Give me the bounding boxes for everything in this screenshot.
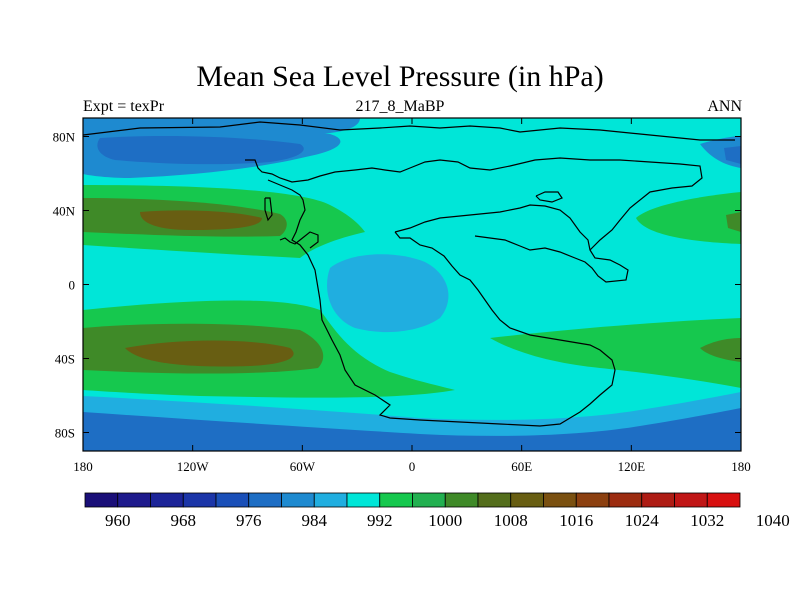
x-tick-label: 120E [618, 459, 646, 474]
continent-outlines [83, 121, 735, 427]
colorbar-swatch [543, 492, 577, 508]
y-tick-label: 40S [55, 352, 75, 367]
colorbar-swatch [608, 492, 643, 508]
x-tick-label: 180 [73, 459, 93, 474]
colorbar-swatch [444, 492, 479, 508]
colorbar-swatch [313, 492, 348, 508]
colorbar-swatch [84, 492, 119, 508]
field-east-north-high [636, 192, 741, 244]
x-tick-label: 180 [731, 459, 751, 474]
colorbar-label: 992 [367, 511, 393, 530]
colorbar-swatch [641, 492, 675, 508]
field-east-south-core [700, 338, 741, 362]
colorbar-swatch [674, 492, 708, 508]
field-arctic-deep-low [97, 136, 304, 165]
coastline-pangaea-west [83, 121, 735, 141]
coastline-pangaea-interior [394, 204, 629, 283]
coastline-west-margin [264, 197, 273, 222]
x-tick-label: 60E [511, 459, 532, 474]
colorbar-label: 976 [236, 511, 262, 530]
field-central-low [327, 254, 449, 333]
colorbar-label: 984 [302, 511, 328, 530]
coastline-east-peninsula [535, 191, 563, 203]
right-subtitle: ANN [707, 98, 742, 115]
colorbar-label: 960 [105, 511, 131, 530]
colorbar-label: 1000 [428, 511, 462, 530]
colorbar-swatch [117, 492, 151, 508]
colorbar-swatch [215, 492, 250, 508]
colorbar-swatch [706, 492, 741, 508]
x-tick-label: 0 [409, 459, 416, 474]
x-tick-label: 120W [177, 459, 210, 474]
colorbar-label: 1040 [756, 511, 790, 530]
colorbar-label: 968 [171, 511, 197, 530]
colorbar: 960 968 976 984 992 1000 1008 1016 1024 1032 1040 [84, 492, 790, 530]
left-subtitle: Expt = texPr [83, 98, 165, 115]
coastline-north-mass [245, 157, 703, 251]
colorbar-label: 1024 [625, 511, 660, 530]
axes: 180 120W 60W 0 60E 120E 180 80N 40N 0 40S 80S [53, 118, 751, 474]
colorbar-label: 1008 [494, 511, 528, 530]
coastline-west-islands [279, 231, 319, 249]
colorbar-swatch [477, 492, 512, 508]
field-indian-high [490, 318, 741, 388]
field-east-arctic-deep-low [724, 146, 741, 164]
colorbar-swatch [575, 492, 610, 508]
colorbar-swatch [182, 492, 217, 508]
colorbar-swatch [412, 492, 446, 508]
colorbar-swatch [281, 492, 315, 508]
y-tick-label: 40N [53, 204, 76, 219]
field-north-high-max [140, 210, 262, 230]
colorbar-label: 1032 [690, 511, 724, 530]
y-tick-label: 80N [53, 130, 76, 145]
field-east-north-core [726, 212, 741, 232]
colorbar-label: 1016 [559, 511, 593, 530]
field-antarctic-deep-low [83, 408, 741, 451]
colorbar-swatch [346, 492, 381, 508]
field-south-high-max [125, 340, 294, 367]
y-tick-label: 0 [69, 278, 76, 293]
colorbar-swatch [150, 492, 184, 508]
chart-title: Mean Sea Level Pressure (in hPa) [196, 60, 604, 93]
y-tick-label: 80S [55, 426, 75, 441]
center-subtitle: 217_8_MaBP [355, 98, 445, 115]
colorbar-swatch [248, 492, 282, 508]
x-tick-label: 60W [290, 459, 316, 474]
colorbar-swatch [510, 492, 544, 508]
colorbar-swatch [379, 492, 413, 508]
pressure-field [83, 118, 741, 451]
